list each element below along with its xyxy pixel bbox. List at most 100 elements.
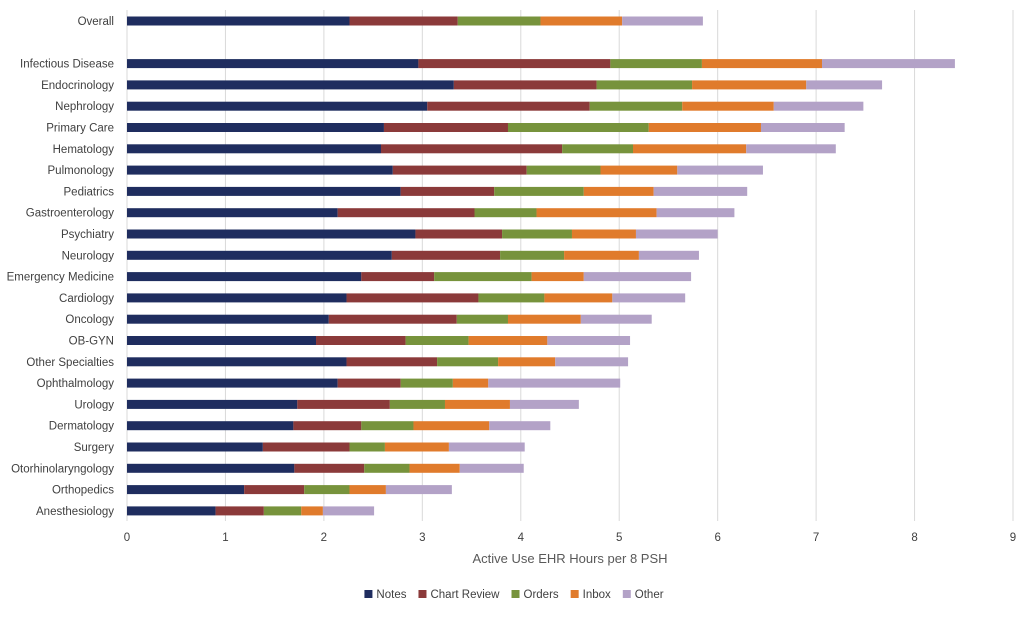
category-label: Hematology <box>53 144 115 156</box>
bar-segment-orders <box>596 80 693 90</box>
category-label: Pulmonology <box>48 165 115 177</box>
bar-segment-notes <box>127 272 362 282</box>
category-label: Other Specialties <box>26 357 114 369</box>
category-label: OB-GYN <box>69 336 114 348</box>
legend-label: Chart Review <box>430 589 500 601</box>
bar-segment-chart-review <box>215 506 264 516</box>
bar-segment-inbox <box>564 250 639 260</box>
bar-segment-notes <box>127 506 216 516</box>
bar-segment-orders <box>434 272 532 282</box>
bar-segment-chart-review <box>427 101 590 111</box>
x-tick-label: 2 <box>321 532 327 544</box>
bar-segment-notes <box>127 357 347 367</box>
bar-segment-chart-review <box>316 336 406 345</box>
bar-segment-other <box>322 506 375 516</box>
x-tick-label: 6 <box>714 532 720 544</box>
category-label: Cardiology <box>59 293 114 305</box>
bar-segment-inbox <box>692 80 807 90</box>
x-tick-label: 0 <box>124 532 130 544</box>
bar-segment-chart-review <box>392 165 527 175</box>
legend-label: Orders <box>524 589 559 601</box>
bar-segment-other <box>635 229 718 239</box>
bar-segment-orders <box>502 229 572 239</box>
bar-segment-inbox <box>544 293 613 303</box>
bar-segment-chart-review <box>349 16 458 26</box>
bar-segment-other <box>638 250 699 260</box>
bar-segment-inbox <box>349 485 386 495</box>
bar-segment-notes <box>127 208 338 218</box>
bar-segment-inbox <box>468 336 548 345</box>
x-axis-title: Active Use EHR Hours per 8 PSH <box>472 551 667 566</box>
bar-segment-inbox <box>682 101 774 111</box>
bar-segment-chart-review <box>453 80 597 90</box>
bar-segment-notes <box>127 293 347 303</box>
category-label: Primary Care <box>46 123 114 135</box>
bar-segment-other <box>760 123 845 132</box>
category-label: Endocrinology <box>41 80 114 92</box>
bar-segment-orders <box>500 250 565 260</box>
bar-segment-orders <box>364 463 410 473</box>
bar-segment-other <box>746 144 836 154</box>
bar-segment-chart-review <box>294 463 365 473</box>
bar-segment-notes <box>127 250 392 260</box>
bar-segment-notes <box>127 144 381 154</box>
legend-swatch <box>364 590 373 598</box>
bar-segment-chart-review <box>337 378 401 388</box>
bar-segment-notes <box>127 485 245 495</box>
bar-segment-notes <box>127 165 393 175</box>
bar-segment-inbox <box>444 399 510 409</box>
bar-segment-other <box>583 272 692 282</box>
bar-segment-other <box>459 463 524 473</box>
bar-segment-orders <box>456 314 508 324</box>
category-label: Oncology <box>65 314 114 326</box>
bar-segment-other <box>547 336 631 345</box>
grid-layer <box>126 10 1014 521</box>
x-tick-label: 8 <box>911 532 917 544</box>
bar-segment-inbox <box>507 314 581 324</box>
bar-segment-notes <box>127 16 350 26</box>
bar-segment-other <box>612 293 686 303</box>
category-label: Emergency Medicine <box>7 272 114 284</box>
bar-segment-orders <box>494 186 584 196</box>
bar-segment-chart-review <box>418 59 611 69</box>
legend-item: Orders <box>511 589 559 601</box>
legend-swatch <box>570 590 579 598</box>
bar-segment-notes <box>127 186 401 196</box>
bar-segment-chart-review <box>361 272 435 282</box>
category-label: Ophthalmology <box>37 378 115 390</box>
bar-segment-inbox <box>600 165 678 175</box>
category-label: Anesthesiology <box>36 506 114 518</box>
bar-segment-notes <box>127 336 317 345</box>
x-tick-layer: 0 1 2 3 4 5 6 7 8 9 <box>124 532 1016 544</box>
bar-segment-chart-review <box>337 208 475 218</box>
bar-segment-inbox <box>648 123 761 132</box>
bar-segment-notes <box>127 229 416 239</box>
bar-segment-chart-review <box>380 144 563 154</box>
category-label: Otorhinolaryngology <box>11 463 114 475</box>
legend-swatch <box>418 590 427 598</box>
bar-segment-orders <box>361 421 414 431</box>
bar-segment-other <box>555 357 629 367</box>
bar-segment-other <box>773 101 864 111</box>
bar-segment-notes <box>127 463 295 473</box>
x-tick-label: 1 <box>222 532 228 544</box>
bar-segment-orders <box>304 485 350 495</box>
category-label: Psychiatry <box>61 229 114 241</box>
bar-segment-inbox <box>384 442 449 452</box>
legend-label: Other <box>635 589 664 601</box>
bar-segment-inbox <box>409 463 460 473</box>
bar-segment-inbox <box>701 59 823 69</box>
bar-segment-chart-review <box>262 442 350 452</box>
bar-segment-chart-review <box>293 421 362 431</box>
bar-segment-orders <box>349 442 385 452</box>
x-tick-label: 3 <box>419 532 425 544</box>
bar-segment-other <box>822 59 955 69</box>
category-label: Infectious Disease <box>20 59 114 71</box>
bar-segment-other <box>489 421 551 431</box>
bar-segment-notes <box>127 378 338 388</box>
bar-layer <box>127 16 955 516</box>
category-label: Neurology <box>62 250 115 262</box>
bar-segment-notes <box>127 442 263 452</box>
